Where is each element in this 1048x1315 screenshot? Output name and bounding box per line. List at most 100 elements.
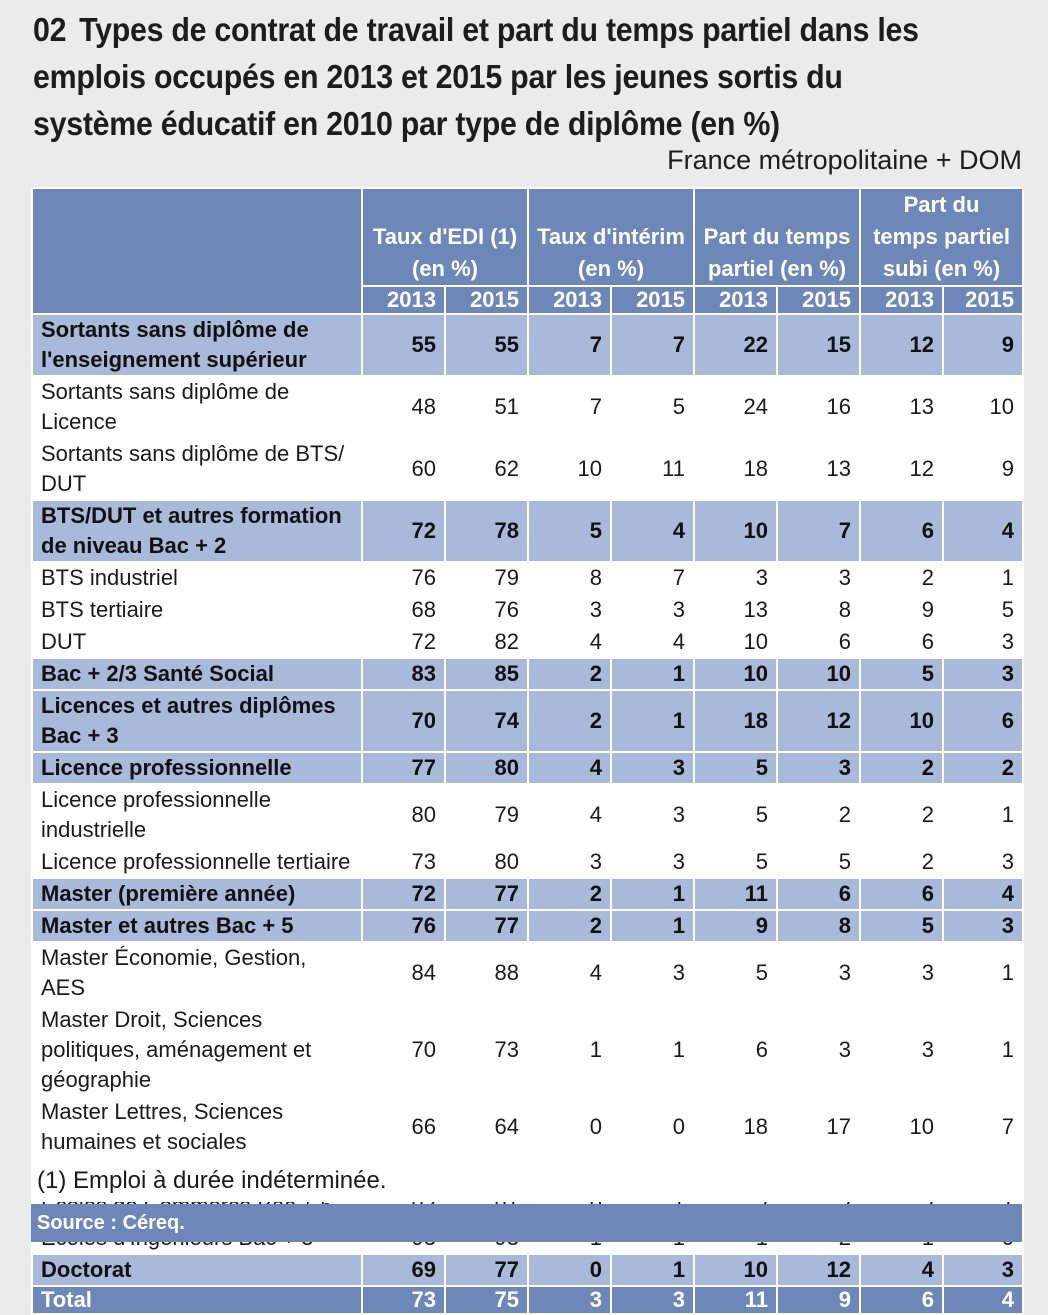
- figure-title-text: Types de contrat de travail et part du t…: [33, 11, 919, 142]
- cell-value: 0: [610, 1095, 696, 1159]
- cell-value: 73: [361, 1285, 446, 1315]
- cell-value: 4: [527, 625, 613, 659]
- cell-value: 1: [942, 783, 1025, 847]
- cell-value: 3: [610, 593, 696, 627]
- cell-value: 0: [527, 1253, 613, 1287]
- header-year: 2015: [610, 285, 696, 315]
- cell-value: 85: [443, 657, 530, 691]
- header-group-interim: Taux d'intérim (en %): [527, 187, 696, 287]
- cell-value: 1: [942, 1003, 1025, 1097]
- category-row: Bac + 2/3 Santé Social 83 85 2 1 10 10 5 3: [31, 657, 1025, 691]
- cell-value: 11: [693, 1285, 779, 1315]
- cell-value: 11: [693, 877, 779, 911]
- cell-value: 6: [776, 625, 862, 659]
- category-row: Doctorat 69 77 0 1 10 12 4 3: [31, 1253, 1025, 1287]
- cell-value: 7: [527, 375, 613, 439]
- cell-value: 3: [942, 845, 1025, 879]
- figure-number: 02: [33, 11, 67, 48]
- header-year-row: 2013 2015 2013 2015 2013 2015 2013 2015: [32, 285, 1025, 315]
- cell-value: 4: [527, 751, 613, 785]
- table-row: Sortants sans diplôme de BTS/ DUT 60 62 10 1…: [31, 437, 1025, 501]
- table-row: BTS tertiaire 68 76 3 3 13 8 9 5: [31, 593, 1025, 627]
- cell-value: 1: [610, 657, 696, 691]
- table-row: Licence professionnelle tertiaire 73 80 3 3 5…: [31, 845, 1025, 879]
- cell-value: 2: [527, 689, 613, 753]
- cell-value: 5: [693, 845, 779, 879]
- cell-value: 78: [443, 499, 530, 563]
- header-year: 2015: [776, 285, 862, 315]
- header-corner: [31, 187, 363, 315]
- cell-value: 62: [443, 437, 530, 501]
- footnote: (1) Emploi à durée indéterminée.: [31, 1160, 1022, 1202]
- cell-value: 5: [693, 751, 779, 785]
- cell-value: 13: [776, 437, 862, 501]
- cell-value: 18: [693, 689, 779, 753]
- cell-value: 4: [610, 625, 696, 659]
- cell-value: 2: [859, 845, 945, 879]
- cell-value: 9: [859, 593, 945, 627]
- cell-value: 4: [527, 783, 613, 847]
- row-label: Licence professionnelle industrielle: [31, 783, 363, 847]
- cell-value: 22: [693, 313, 779, 377]
- cell-value: 3: [942, 1253, 1025, 1287]
- cell-value: 7: [610, 313, 696, 377]
- category-row: Master (première année) 72 77 2 1 11 6 6 4: [31, 877, 1025, 911]
- row-label: BTS tertiaire: [31, 593, 363, 627]
- cell-value: 76: [443, 593, 530, 627]
- cell-value: 6: [942, 689, 1025, 753]
- category-row: Licences et autres diplômes Bac + 3 70 74 2…: [31, 689, 1025, 753]
- cell-value: 15: [776, 313, 862, 377]
- cell-value: 5: [610, 375, 696, 439]
- cell-value: 3: [610, 1285, 696, 1315]
- cell-value: 9: [942, 313, 1025, 377]
- data-table: Taux d'EDI (1) (en %) Taux d'intérim (en…: [31, 187, 1025, 1315]
- cell-value: 10: [693, 1253, 779, 1287]
- cell-value: 70: [361, 1003, 446, 1097]
- cell-value: 83: [361, 657, 446, 691]
- cell-value: 2: [527, 877, 613, 911]
- cell-value: 9: [693, 909, 779, 943]
- cell-value: 4: [942, 1285, 1025, 1315]
- cell-value: 69: [361, 1253, 446, 1287]
- cell-value: 17: [776, 1095, 862, 1159]
- cell-value: 6: [859, 499, 945, 563]
- row-label: Sortants sans diplôme de l'enseignement …: [31, 313, 363, 377]
- cell-value: 77: [443, 909, 530, 943]
- cell-value: 3: [776, 561, 862, 595]
- cell-value: 10: [859, 1095, 945, 1159]
- header-year: 2013: [527, 285, 613, 315]
- cell-value: 55: [361, 313, 446, 377]
- cell-value: 3: [942, 909, 1025, 943]
- cell-value: 24: [693, 375, 779, 439]
- cell-value: 79: [443, 783, 530, 847]
- row-label: Total: [31, 1285, 363, 1315]
- cell-value: 1: [610, 877, 696, 911]
- total-row: Total 73 75 3 3 11 9 6 4: [31, 1285, 1025, 1315]
- cell-value: 10: [693, 657, 779, 691]
- cell-value: 3: [776, 1003, 862, 1097]
- cell-value: 18: [693, 1095, 779, 1159]
- cell-value: 12: [776, 1253, 862, 1287]
- table-row: Master Droit, Sciences politiques, aména…: [31, 1003, 1025, 1097]
- cell-value: 7: [610, 561, 696, 595]
- cell-value: 51: [443, 375, 530, 439]
- geography-label: France métropolitaine + DOM: [667, 145, 1022, 175]
- row-label: Sortants sans diplôme de Licence: [31, 375, 363, 439]
- row-label: Bac + 2/3 Santé Social: [31, 657, 363, 691]
- cell-value: 3: [527, 593, 613, 627]
- header-year: 2013: [693, 285, 779, 315]
- cell-value: 8: [776, 593, 862, 627]
- cell-value: 72: [361, 499, 446, 563]
- cell-value: 82: [443, 625, 530, 659]
- cell-value: 1: [610, 1003, 696, 1097]
- cell-value: 11: [610, 437, 696, 501]
- cell-value: 10: [693, 499, 779, 563]
- cell-value: 5: [859, 909, 945, 943]
- cell-value: 6: [859, 1285, 945, 1315]
- figure-title: 02 Types de contrat de travail et part du…: [33, 6, 944, 147]
- cell-value: 2: [859, 751, 945, 785]
- cell-value: 72: [361, 625, 446, 659]
- cell-value: 12: [776, 689, 862, 753]
- cell-value: 4: [527, 941, 613, 1005]
- header-year: 2013: [859, 285, 945, 315]
